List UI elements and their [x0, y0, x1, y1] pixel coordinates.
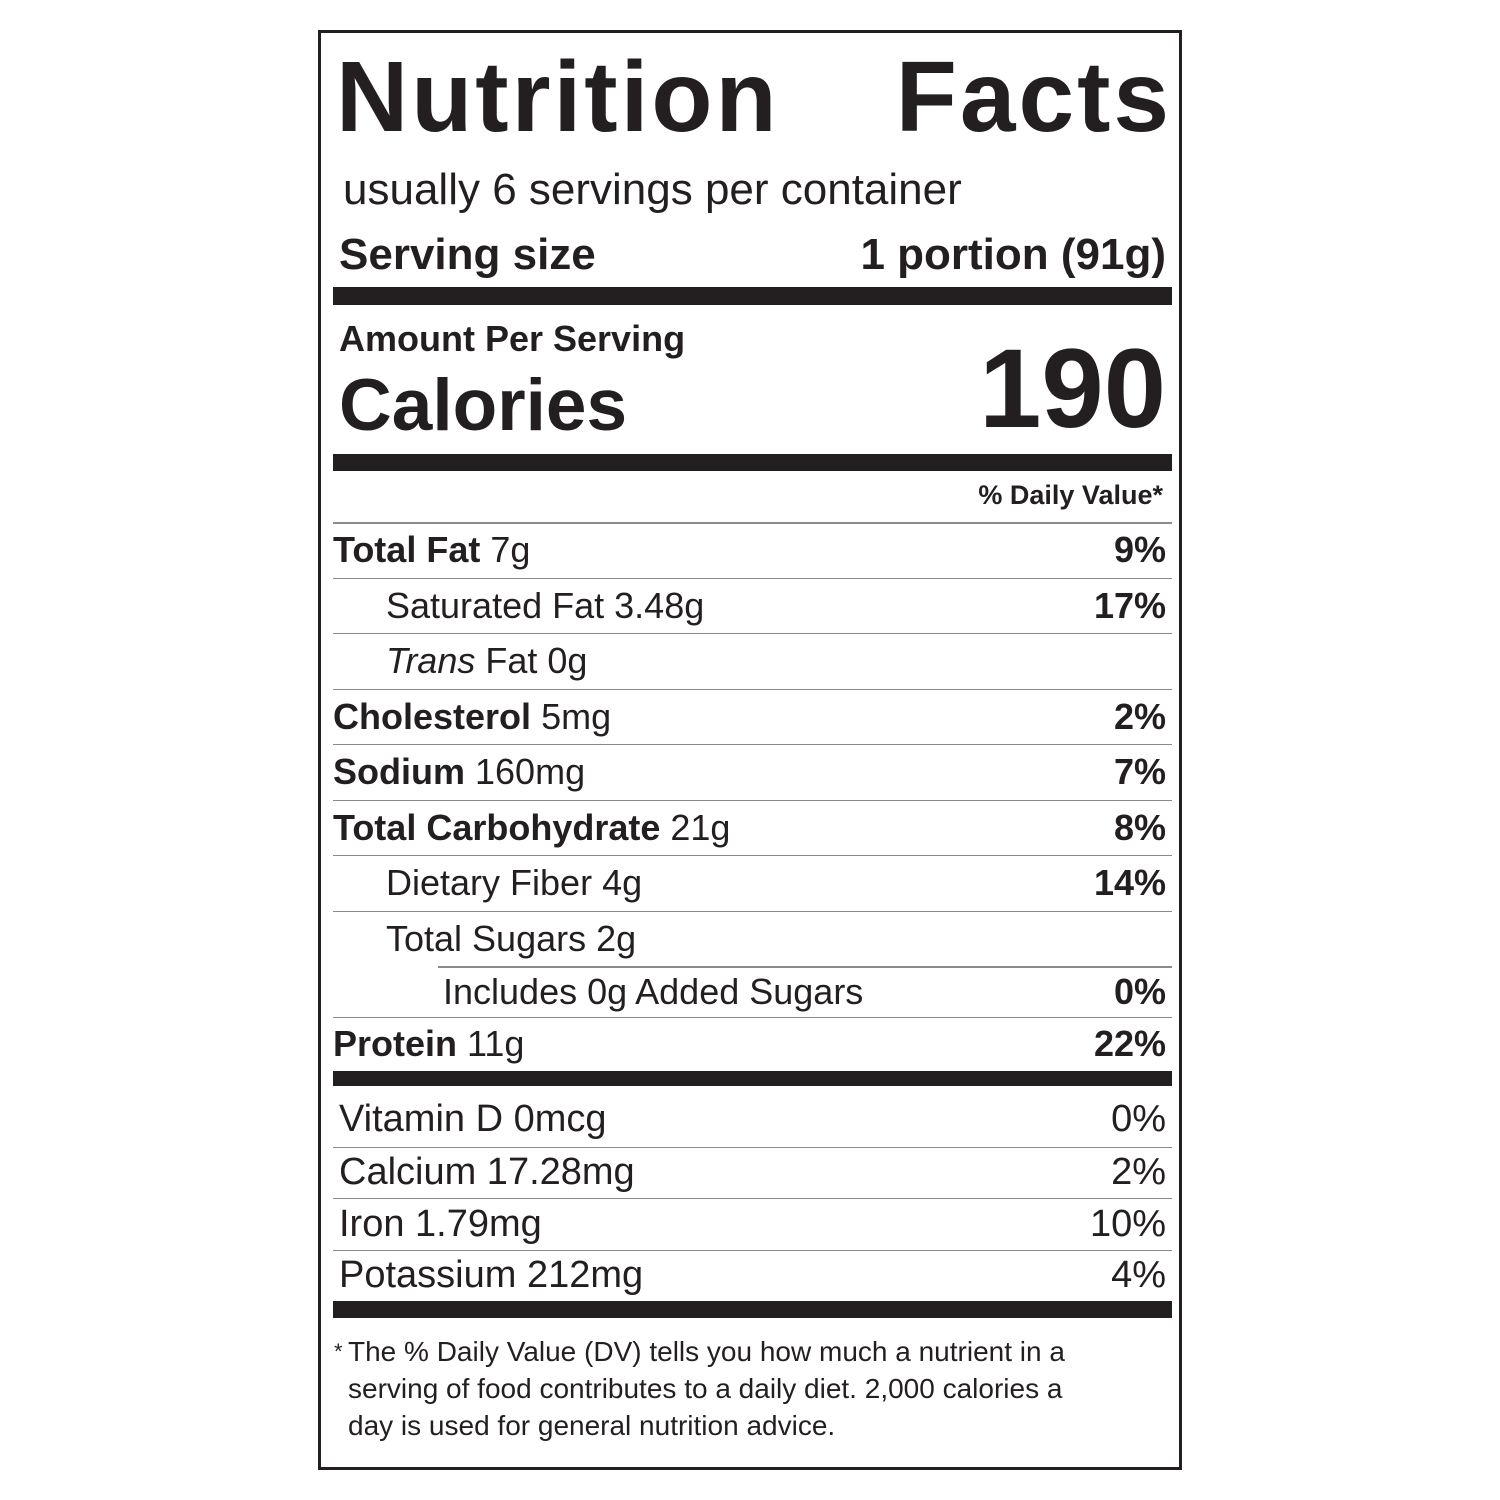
nutrient-name: Sodium	[333, 751, 465, 792]
nutrient-amount: 11g	[467, 1023, 525, 1064]
nutrient-amount: 4g	[602, 862, 643, 903]
vitamin-row-iron: Iron 1.79mg 10%	[333, 1198, 1172, 1251]
nutrient-dv: 2%	[1113, 695, 1166, 737]
vitamin-name: Calcium 17.28mg	[339, 1151, 635, 1193]
nutrient-row-dietary-fiber: Dietary Fiber 4g 14%	[333, 855, 1172, 912]
nutrient-amount: 3.48g	[614, 584, 705, 626]
footnote-line: day is used for general nutrition advice…	[348, 1410, 836, 1441]
nutrient-amount: 7g	[490, 529, 531, 570]
nutrient-row-trans-fat: Trans Fat 0g	[333, 633, 1172, 690]
nutrient-name-suffix: Fat	[485, 640, 538, 681]
nutrient-dv: 17%	[1093, 584, 1166, 626]
nutrition-label	[318, 30, 1182, 1470]
divider	[333, 522, 1172, 524]
nutrient-dv: 0%	[1113, 970, 1166, 1012]
divider	[438, 966, 1172, 968]
nutrient-name: Total Sugars	[386, 917, 587, 959]
nutrient-row-added-sugars: Includes 0g Added Sugars 0%	[333, 966, 1172, 1018]
nutrient-name: Saturated Fat	[386, 584, 605, 626]
vitamin-dv: 10%	[1089, 1202, 1166, 1245]
thick-divider	[333, 454, 1172, 471]
nutrient-name: Includes 0g Added Sugars	[443, 970, 864, 1012]
label-title: Nutrition Facts	[336, 42, 1172, 152]
nutrient-row-saturated-fat: Saturated Fat 3.48g 17%	[333, 578, 1172, 634]
footnote: The % Daily Value (DV) tells you how muc…	[348, 1333, 1065, 1444]
nutrient-row-total-sugars: Total Sugars 2g	[333, 911, 1172, 966]
nutrient-amount: 2g	[596, 917, 637, 959]
servings-per-container: usually 6 servings per container	[343, 165, 962, 214]
footnote-line: The % Daily Value (DV) tells you how muc…	[348, 1336, 1065, 1367]
nutrient-name: Dietary Fiber	[386, 862, 593, 903]
vitamin-dv: 2%	[1111, 1151, 1166, 1193]
nutrient-row-sodium: Sodium 160mg 7%	[333, 744, 1172, 801]
serving-size-value: 1 portion (91g)	[860, 230, 1166, 279]
nutrient-name: Trans	[386, 640, 476, 681]
nutrient-amount: 0g	[547, 640, 588, 681]
nutrient-amount: 160mg	[475, 751, 586, 792]
vitamin-row-vitamin-d: Vitamin D 0mcg 0%	[333, 1092, 1172, 1148]
vitamin-dv: 4%	[1111, 1254, 1166, 1296]
nutrient-dv: 14%	[1093, 862, 1166, 903]
title-word: Facts	[895, 41, 1172, 153]
footnote-asterisk: *	[334, 1339, 343, 1364]
nutrient-name: Protein	[333, 1023, 458, 1064]
vitamin-row-calcium: Calcium 17.28mg 2%	[333, 1147, 1172, 1199]
nutrient-dv: 7%	[1113, 751, 1166, 792]
footnote-line: serving of food contributes to a daily d…	[348, 1373, 1063, 1404]
nutrient-amount: 21g	[670, 806, 731, 848]
nutrient-amount: 5mg	[541, 695, 612, 737]
vitamin-name: Iron 1.79mg	[339, 1202, 542, 1245]
vitamin-name: Potassium 212mg	[339, 1254, 644, 1296]
daily-value-header: % Daily Value*	[978, 480, 1163, 510]
amount-per-serving: Amount Per Serving	[339, 318, 686, 359]
nutrient-row-total-fat: Total Fat 7g 9%	[333, 522, 1172, 579]
calories-label: Calories	[339, 365, 628, 446]
vitamin-dv: 0%	[1111, 1098, 1166, 1140]
vitamin-name: Vitamin D 0mcg	[339, 1098, 607, 1140]
vitamin-row-potassium: Potassium 212mg 4%	[333, 1250, 1172, 1301]
serving-size-label: Serving size	[339, 230, 596, 279]
title-word: Nutrition	[336, 41, 780, 153]
nutrient-row-cholesterol: Cholesterol 5mg 2%	[333, 689, 1172, 745]
thick-divider	[333, 1301, 1172, 1318]
thick-divider	[333, 1071, 1172, 1086]
nutrient-dv: 8%	[1113, 806, 1166, 848]
nutrient-name: Total Fat	[333, 529, 481, 570]
nutrient-name: Cholesterol	[333, 695, 532, 737]
nutrient-row-total-carbohydrate: Total Carbohydrate 21g 8%	[333, 800, 1172, 856]
thick-divider	[333, 287, 1172, 305]
calories-value: 190	[979, 326, 1166, 451]
nutrient-dv: 22%	[1093, 1023, 1166, 1064]
nutrient-name: Total Carbohydrate	[333, 806, 661, 848]
nutrient-row-protein: Protein 11g 22%	[333, 1017, 1172, 1071]
nutrient-dv: 9%	[1113, 529, 1166, 570]
